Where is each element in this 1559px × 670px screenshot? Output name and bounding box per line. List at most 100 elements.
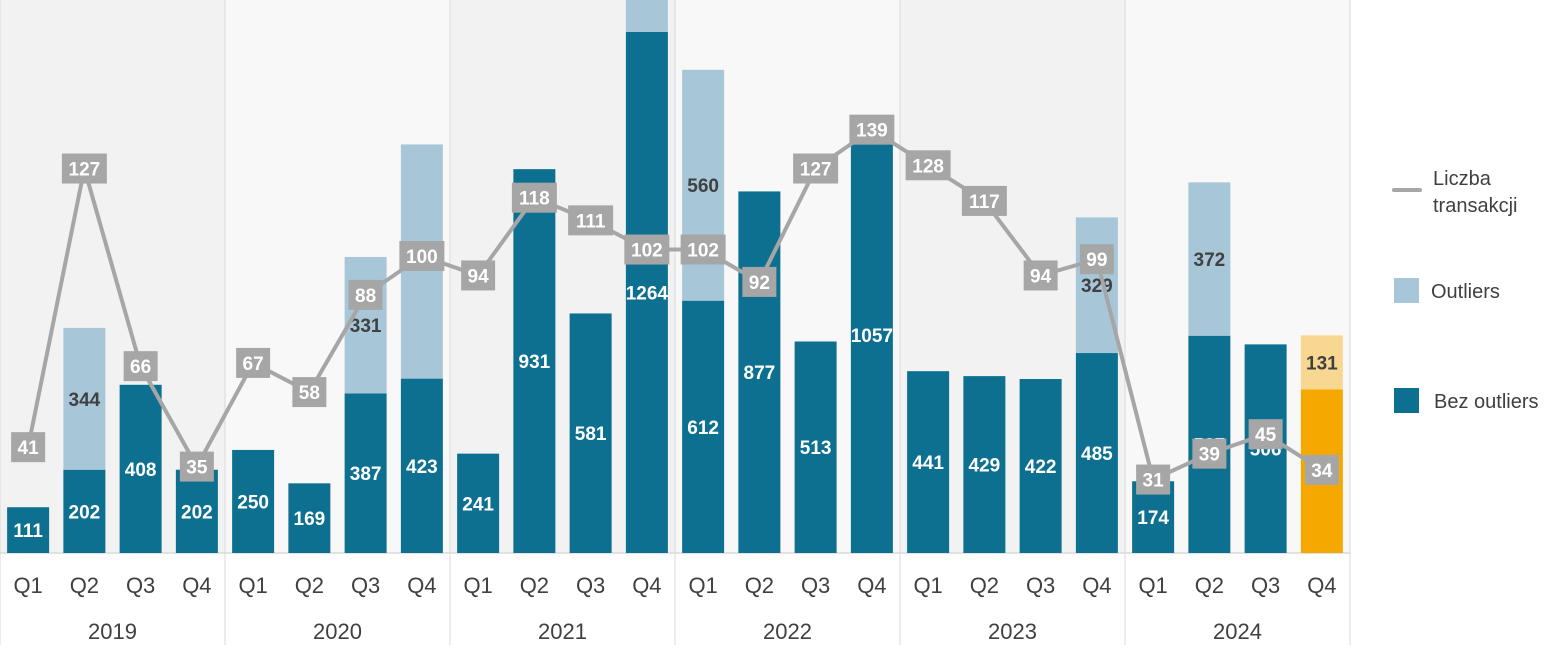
bar-label-bez-outliers: 612: [687, 418, 719, 439]
legend-label-bez-outliers: Bez outliers: [1434, 391, 1539, 413]
line-label: 127: [69, 160, 101, 181]
line-label: 31: [1143, 471, 1165, 492]
bar-label-bez-outliers: 423: [406, 457, 438, 478]
bar-bez-outliers: [569, 313, 612, 553]
line-marker: [511, 182, 557, 213]
bar-label-bez-outliers: 387: [350, 464, 382, 485]
bar-outliers: [344, 256, 387, 394]
tick-label-year: 2021: [538, 619, 587, 644]
tick-label-quarter: Q4: [857, 573, 886, 598]
tick-label-year: 2022: [763, 619, 812, 644]
bar-bez-outliers: [963, 376, 1006, 553]
bar-bez-outliers: [63, 469, 106, 553]
bar-bez-outliers: [1019, 379, 1062, 553]
line-label: 66: [130, 357, 151, 378]
tick-label-quarter: Q2: [970, 573, 999, 598]
line-marker: [568, 205, 614, 236]
tick-label-year: 2019: [88, 619, 137, 644]
tick-label-quarter: Q3: [126, 573, 155, 598]
line-marker: [461, 260, 496, 291]
line-marker: [793, 153, 839, 184]
line-liczba-transakcji: [26, 127, 1323, 482]
line-marker: [905, 150, 951, 181]
tick-label-year: 2020: [313, 619, 362, 644]
bar-label-bez-outliers: 581: [575, 424, 607, 445]
tick-label-quarter: Q2: [745, 573, 774, 598]
bar-label-bez-outliers: 169: [294, 509, 326, 530]
bar-outliers: [1188, 182, 1231, 336]
bar-label-bez-outliers: 1264: [626, 283, 669, 304]
bar-bez-outliers: [907, 371, 950, 553]
tick-label-quarter: Q2: [295, 573, 324, 598]
tick-label-quarter: Q1: [688, 573, 717, 598]
legend-label-liczba: Liczba: [1433, 168, 1492, 190]
tick-label-quarter: Q2: [1195, 573, 1224, 598]
line-marker: [399, 241, 445, 271]
line-marker: [624, 234, 670, 265]
bar-label-bez-outliers: 513: [800, 438, 832, 459]
bar-label-outliers: 131: [1306, 353, 1338, 374]
bar-outliers: [1300, 335, 1343, 390]
line-marker: [123, 351, 158, 382]
tick-label-quarter: Q4: [407, 573, 436, 598]
tick-label-quarter: Q3: [576, 573, 605, 598]
bar-label-bez-outliers: 241: [462, 494, 494, 515]
line-label: 128: [912, 156, 944, 177]
line-label: 45: [1255, 425, 1277, 446]
bar-label-outliers: 331: [350, 316, 382, 337]
line-marker: [1192, 438, 1227, 469]
line-label: 117: [969, 192, 1000, 213]
line-marker: [11, 432, 46, 463]
line-label: 94: [468, 266, 490, 287]
bar-bez-outliers: [850, 117, 893, 553]
line-label: 92: [749, 273, 770, 294]
bar-label-outliers: 329: [1081, 276, 1113, 297]
line-label: 41: [18, 438, 40, 459]
tick-label-quarter: Q3: [1026, 573, 1055, 598]
tick-label-year: 2024: [1213, 619, 1262, 644]
line-label: 139: [856, 121, 888, 142]
line-marker: [961, 185, 1007, 216]
tick-label-quarter: Q4: [1082, 573, 1111, 598]
bar-label-bez-outliers: 111: [13, 521, 43, 542]
tick-label-quarter: Q3: [1251, 573, 1280, 598]
line-marker: [1248, 419, 1283, 450]
line-marker: [292, 377, 327, 408]
tick-label-quarter: Q3: [801, 573, 830, 598]
tick-label-quarter: Q1: [238, 573, 267, 598]
line-marker: [348, 279, 383, 310]
bar-label-bez-outliers: 202: [181, 502, 213, 523]
line-marker: [1136, 464, 1171, 495]
tick-label-quarter: Q1: [463, 573, 492, 598]
bar-label-bez-outliers: 441: [912, 453, 944, 474]
bar-bez-outliers: [682, 300, 725, 553]
line-marker: [61, 153, 107, 184]
bar-bez-outliers: [1075, 353, 1118, 553]
line-label: 111: [576, 211, 606, 232]
tick-label-quarter: Q4: [632, 573, 661, 598]
legend-swatch-outliers: [1394, 278, 1419, 303]
line-marker: [236, 347, 271, 378]
bar-label-outliers: 560: [687, 176, 719, 197]
bar-bez-outliers: [119, 384, 162, 553]
line-marker: [179, 451, 214, 482]
tick-label-quarter: Q1: [13, 573, 42, 598]
tick-label-quarter: Q4: [182, 573, 211, 598]
bar-label-bez-outliers: 250: [237, 492, 269, 513]
bar-bez-outliers: [344, 393, 387, 553]
bar-label-bez-outliers: 422: [1025, 457, 1057, 478]
tick-label-quarter: Q1: [1138, 573, 1167, 598]
bar-label-bez-outliers: 174: [1137, 508, 1169, 529]
line-label: 102: [687, 241, 719, 262]
bar-bez-outliers: [232, 449, 275, 553]
tick-label-year: 2023: [988, 619, 1037, 644]
line-marker: [849, 114, 895, 145]
bar-bez-outliers: [288, 483, 331, 553]
bar-bez-outliers: [513, 169, 556, 554]
legend-label-outliers: Outliers: [1431, 281, 1500, 303]
legend-label-transakcji: transakcji: [1433, 195, 1517, 217]
line-label: 34: [1311, 461, 1333, 482]
bar-bez-outliers: [7, 507, 50, 553]
